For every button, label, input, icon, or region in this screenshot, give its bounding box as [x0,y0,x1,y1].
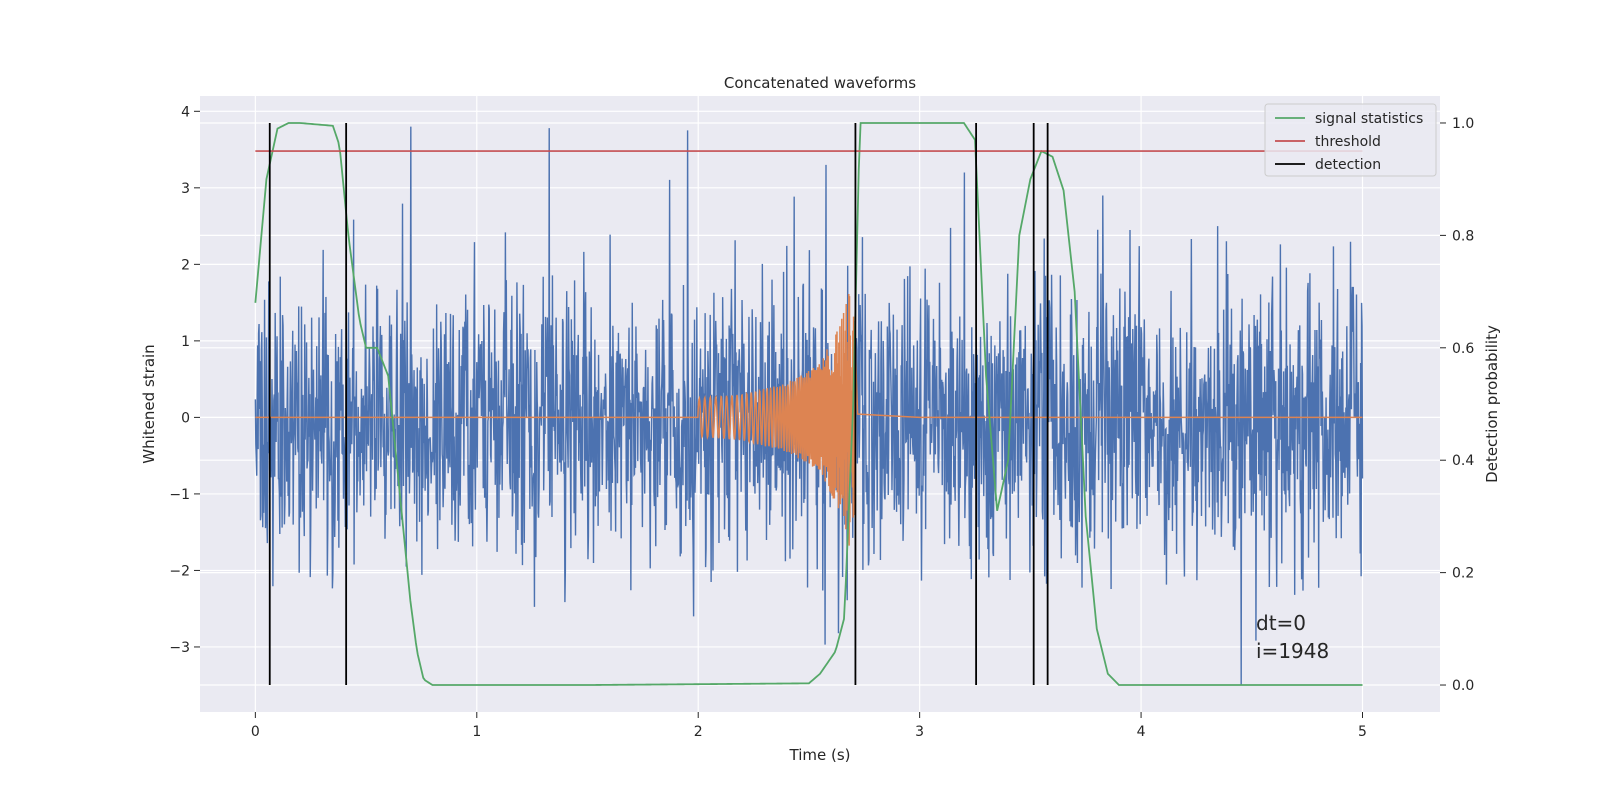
legend-label: threshold [1315,134,1381,150]
y-tick-label: 0 [181,410,190,426]
noise-line [254,126,1364,686]
y2-tick-label: 0.6 [1452,341,1474,357]
legend-box [1264,103,1437,177]
y2-axis-label: Detection probability [1483,325,1501,483]
annotation-i: i=1948 [1256,639,1329,663]
signal-statistics-series [254,122,1363,686]
y-tick-label: −2 [169,563,190,579]
x-tick-label: 4 [1137,724,1146,740]
y2-tick-label: 0.0 [1452,678,1474,694]
chart-title: Concatenated waveforms [724,74,916,92]
legend-label: detection [1315,157,1381,173]
signal-statistics-line [254,122,1363,686]
waveform-series [255,293,1363,546]
y2-tick-label: 0.4 [1452,453,1474,469]
y2-tick-label: 1.0 [1452,116,1474,132]
x-tick-label: 5 [1358,724,1367,740]
legend: signal statistics threshold detection [1264,103,1437,177]
y-tick-label: 1 [181,334,190,350]
x-axis-label: Time (s) [789,746,851,764]
x-tick-label: 2 [694,724,703,740]
annotation-dt: dt=0 [1256,611,1306,635]
y-axis-label: Whitened strain [140,344,158,463]
x-tick-label: 0 [251,724,260,740]
noise-series [254,126,1364,686]
y2-tick-label: 0.8 [1452,228,1474,244]
legend-label: signal statistics [1315,111,1423,127]
x-tick-label: 1 [472,724,481,740]
y-tick-label: 2 [181,257,190,273]
x-tick-label: 3 [915,724,924,740]
y-tick-label: 4 [181,104,190,120]
ticks: 0 1 2 3 4 5 −3 −2 −1 0 1 2 3 4 0.0 0.2 0.4 0.6 0.8 1.0 [169,104,1474,740]
y-tick-label: −1 [169,487,190,503]
waveform-line [255,293,1363,546]
y2-tick-label: 0.2 [1452,566,1474,582]
detection-series [268,122,1049,686]
y-tick-label: 3 [181,181,190,197]
y-tick-label: −3 [169,640,190,656]
